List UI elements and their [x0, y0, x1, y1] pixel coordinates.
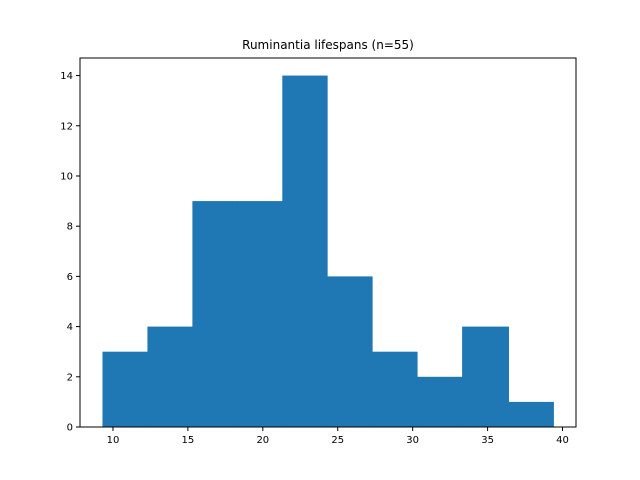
histogram-bar — [282, 75, 328, 428]
x-tick-label: 20 — [256, 435, 269, 446]
histogram-bar — [372, 351, 418, 427]
histogram-bar — [508, 401, 554, 427]
y-tick-label: 8 — [67, 222, 73, 233]
x-axis: 10 15 20 25 30 35 40 — [107, 427, 569, 446]
chart-title: Ruminantia lifespans (n=55) — [242, 38, 414, 52]
y-tick-label: 12 — [60, 121, 73, 132]
plot-frame — [79, 57, 577, 428]
y-tick-label: 10 — [60, 171, 73, 182]
y-tick-label: 6 — [67, 272, 73, 283]
x-tick-label: 40 — [556, 435, 569, 446]
histogram-bar — [237, 201, 283, 427]
x-tick-label: 35 — [481, 435, 494, 446]
histogram-bar — [462, 326, 509, 427]
histogram-bar — [147, 326, 193, 427]
x-tick-label: 10 — [107, 435, 120, 446]
x-tick-label: 30 — [406, 435, 419, 446]
histogram-bar — [192, 201, 238, 427]
y-tick-label: 0 — [67, 423, 73, 434]
y-tick-label: 4 — [67, 322, 73, 333]
y-tick-label: 14 — [60, 71, 73, 82]
x-tick-label: 15 — [182, 435, 195, 446]
histogram-bar — [327, 276, 373, 427]
x-tick-label: 25 — [331, 435, 344, 446]
y-axis: 0 2 4 6 8 10 12 14 — [60, 71, 80, 434]
histogram-bar — [417, 376, 463, 427]
y-tick-label: 2 — [67, 372, 73, 383]
bars-group — [102, 75, 554, 428]
histogram-bar — [102, 351, 148, 427]
